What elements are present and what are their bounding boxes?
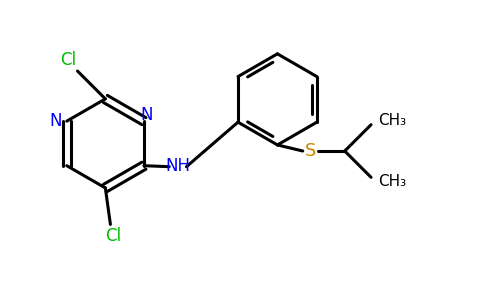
Text: S: S — [305, 142, 317, 160]
Text: N: N — [49, 112, 62, 130]
Text: Cl: Cl — [105, 226, 121, 244]
Text: CH₃: CH₃ — [378, 113, 407, 128]
Text: NH: NH — [166, 157, 190, 175]
Text: CH₃: CH₃ — [378, 174, 407, 189]
Text: Cl: Cl — [60, 51, 76, 69]
Text: N: N — [140, 106, 152, 124]
